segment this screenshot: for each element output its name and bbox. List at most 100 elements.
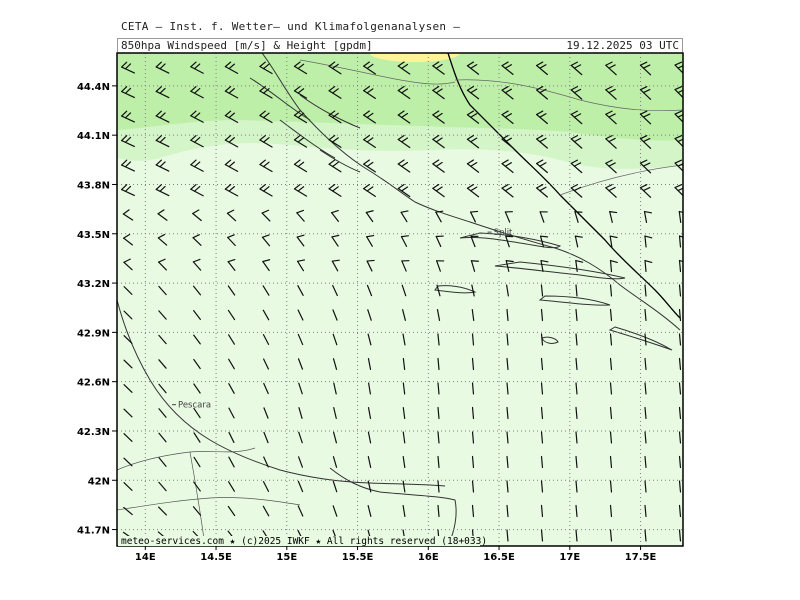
wind-barb-shaft — [259, 139, 273, 148]
wind-barb-feather — [259, 61, 266, 68]
wind-barb-feather — [504, 113, 512, 118]
wind-barb-feather — [642, 88, 651, 94]
wind-barb-shaft — [570, 64, 583, 76]
wind-barb-feather — [570, 159, 579, 164]
wind-barb-shaft — [678, 235, 682, 248]
wind-barb-feather — [608, 137, 616, 143]
wind-barb-shaft — [332, 480, 338, 493]
wind-barb-feather — [228, 88, 235, 94]
wind-barb-shaft — [157, 237, 168, 246]
wind-barb-shaft — [293, 188, 308, 197]
wind-barb-shaft — [609, 357, 613, 371]
wind-barb-shaft — [644, 235, 647, 248]
wind-barb-shaft — [575, 455, 578, 469]
wind-barb-feather — [466, 183, 475, 189]
wind-barb-feather — [570, 184, 579, 189]
wind-barb-shaft — [297, 358, 304, 370]
wind-barb-shaft — [501, 138, 514, 149]
wind-barb-feather — [259, 159, 266, 166]
borders-italy — [117, 447, 301, 546]
wind-barb-shaft — [155, 115, 170, 123]
wind-barb-shaft — [224, 115, 239, 123]
wind-barb-shaft — [328, 188, 342, 197]
wind-barb-feather — [539, 113, 547, 118]
wind-barb-shaft — [227, 334, 236, 345]
wind-barb-shaft — [261, 236, 271, 247]
wind-barb-feather — [121, 184, 128, 191]
wind-barb-shaft — [262, 309, 270, 321]
wind-barb-shaft — [193, 456, 201, 468]
wind-barb-feather — [297, 161, 305, 168]
wind-barb-shaft — [437, 480, 440, 493]
wind-barb-feather — [401, 186, 409, 192]
wind-barb-shaft — [298, 431, 303, 444]
wind-barb-shaft — [678, 406, 682, 420]
wind-barb-shaft — [366, 236, 373, 247]
wind-barb-shaft — [575, 284, 578, 297]
wind-barb-feather — [124, 63, 132, 70]
wind-barb-shaft — [262, 285, 270, 296]
wind-barb-feather — [397, 61, 405, 67]
wind-barb-shaft — [296, 260, 305, 272]
wind-barb-feather — [363, 110, 370, 116]
wind-barb-feather — [466, 134, 475, 140]
wind-barb-shaft — [259, 188, 273, 197]
wind-barb-feather — [121, 110, 128, 117]
wind-barb-feather — [366, 259, 375, 262]
wind-barb-shaft — [437, 406, 440, 420]
product-header-bar: 850hpa Windspeed [m/s] & Height [gpdm] 1… — [117, 38, 683, 52]
wind-barb-shaft — [678, 382, 682, 395]
wind-barb-shaft — [158, 285, 167, 296]
wind-barb-shaft — [155, 90, 170, 99]
wind-barb-feather — [193, 63, 201, 70]
wind-barb-shaft — [328, 163, 342, 173]
wind-barb-shaft — [437, 455, 440, 469]
wind-barb-feather — [470, 137, 478, 143]
wind-barb-shaft — [363, 114, 376, 124]
wind-barb-shaft — [506, 431, 509, 444]
wind-barb-feather — [501, 183, 509, 189]
wind-barb-shaft — [328, 139, 342, 148]
wind-barb-shaft — [678, 333, 682, 346]
lon-tick-label: 15.5E — [342, 552, 374, 563]
wind-barb-shaft — [298, 407, 303, 419]
wind-barb-shaft — [331, 236, 339, 247]
wind-barb-feather — [677, 163, 683, 167]
wind-barb-feather — [155, 86, 162, 93]
wind-barb-feather — [539, 137, 547, 143]
wind-barb-shaft — [123, 433, 133, 442]
wind-barb-shaft — [297, 505, 304, 517]
wind-barb-shaft — [332, 358, 338, 370]
wind-barb-shaft — [540, 504, 544, 518]
wind-barb-feather — [570, 86, 579, 91]
wind-barb-feather — [608, 113, 616, 118]
wind-barb-shaft — [609, 504, 613, 518]
wind-barb-shaft — [570, 113, 583, 125]
wind-barb-shaft — [123, 237, 133, 246]
wind-barb-feather — [609, 235, 618, 239]
wind-barb-shaft — [644, 284, 647, 297]
wind-barb-shaft — [536, 113, 548, 125]
wind-barb-shaft — [263, 407, 269, 419]
wind-barb-feather — [466, 110, 475, 116]
product-title: 850hpa Windspeed [m/s] & Height [gpdm] — [121, 39, 373, 52]
wind-barb-feather — [121, 135, 128, 142]
lat-tick-label: 43.2N — [77, 279, 110, 290]
wind-barb-shaft — [332, 333, 338, 346]
wind-barb-shaft — [367, 480, 372, 493]
wind-barb-shaft — [367, 431, 372, 444]
wind-barb-shaft — [123, 408, 133, 418]
wind-barb-feather — [366, 88, 374, 94]
wind-barb-shaft — [471, 504, 475, 518]
wind-barb-shaft — [192, 261, 202, 271]
wind-barb-shaft — [121, 164, 135, 172]
wind-barb-shaft — [435, 235, 442, 248]
wind-barb-shaft — [609, 211, 613, 223]
wind-barb-feather — [504, 186, 512, 192]
wind-barb-feather — [605, 86, 613, 91]
lat-tick-label: 41.7N — [77, 526, 110, 537]
wind-barb-shaft — [123, 286, 133, 295]
wind-barb-shaft — [262, 334, 270, 345]
wind-barb-feather — [124, 161, 132, 168]
wind-barb-feather — [639, 159, 648, 164]
